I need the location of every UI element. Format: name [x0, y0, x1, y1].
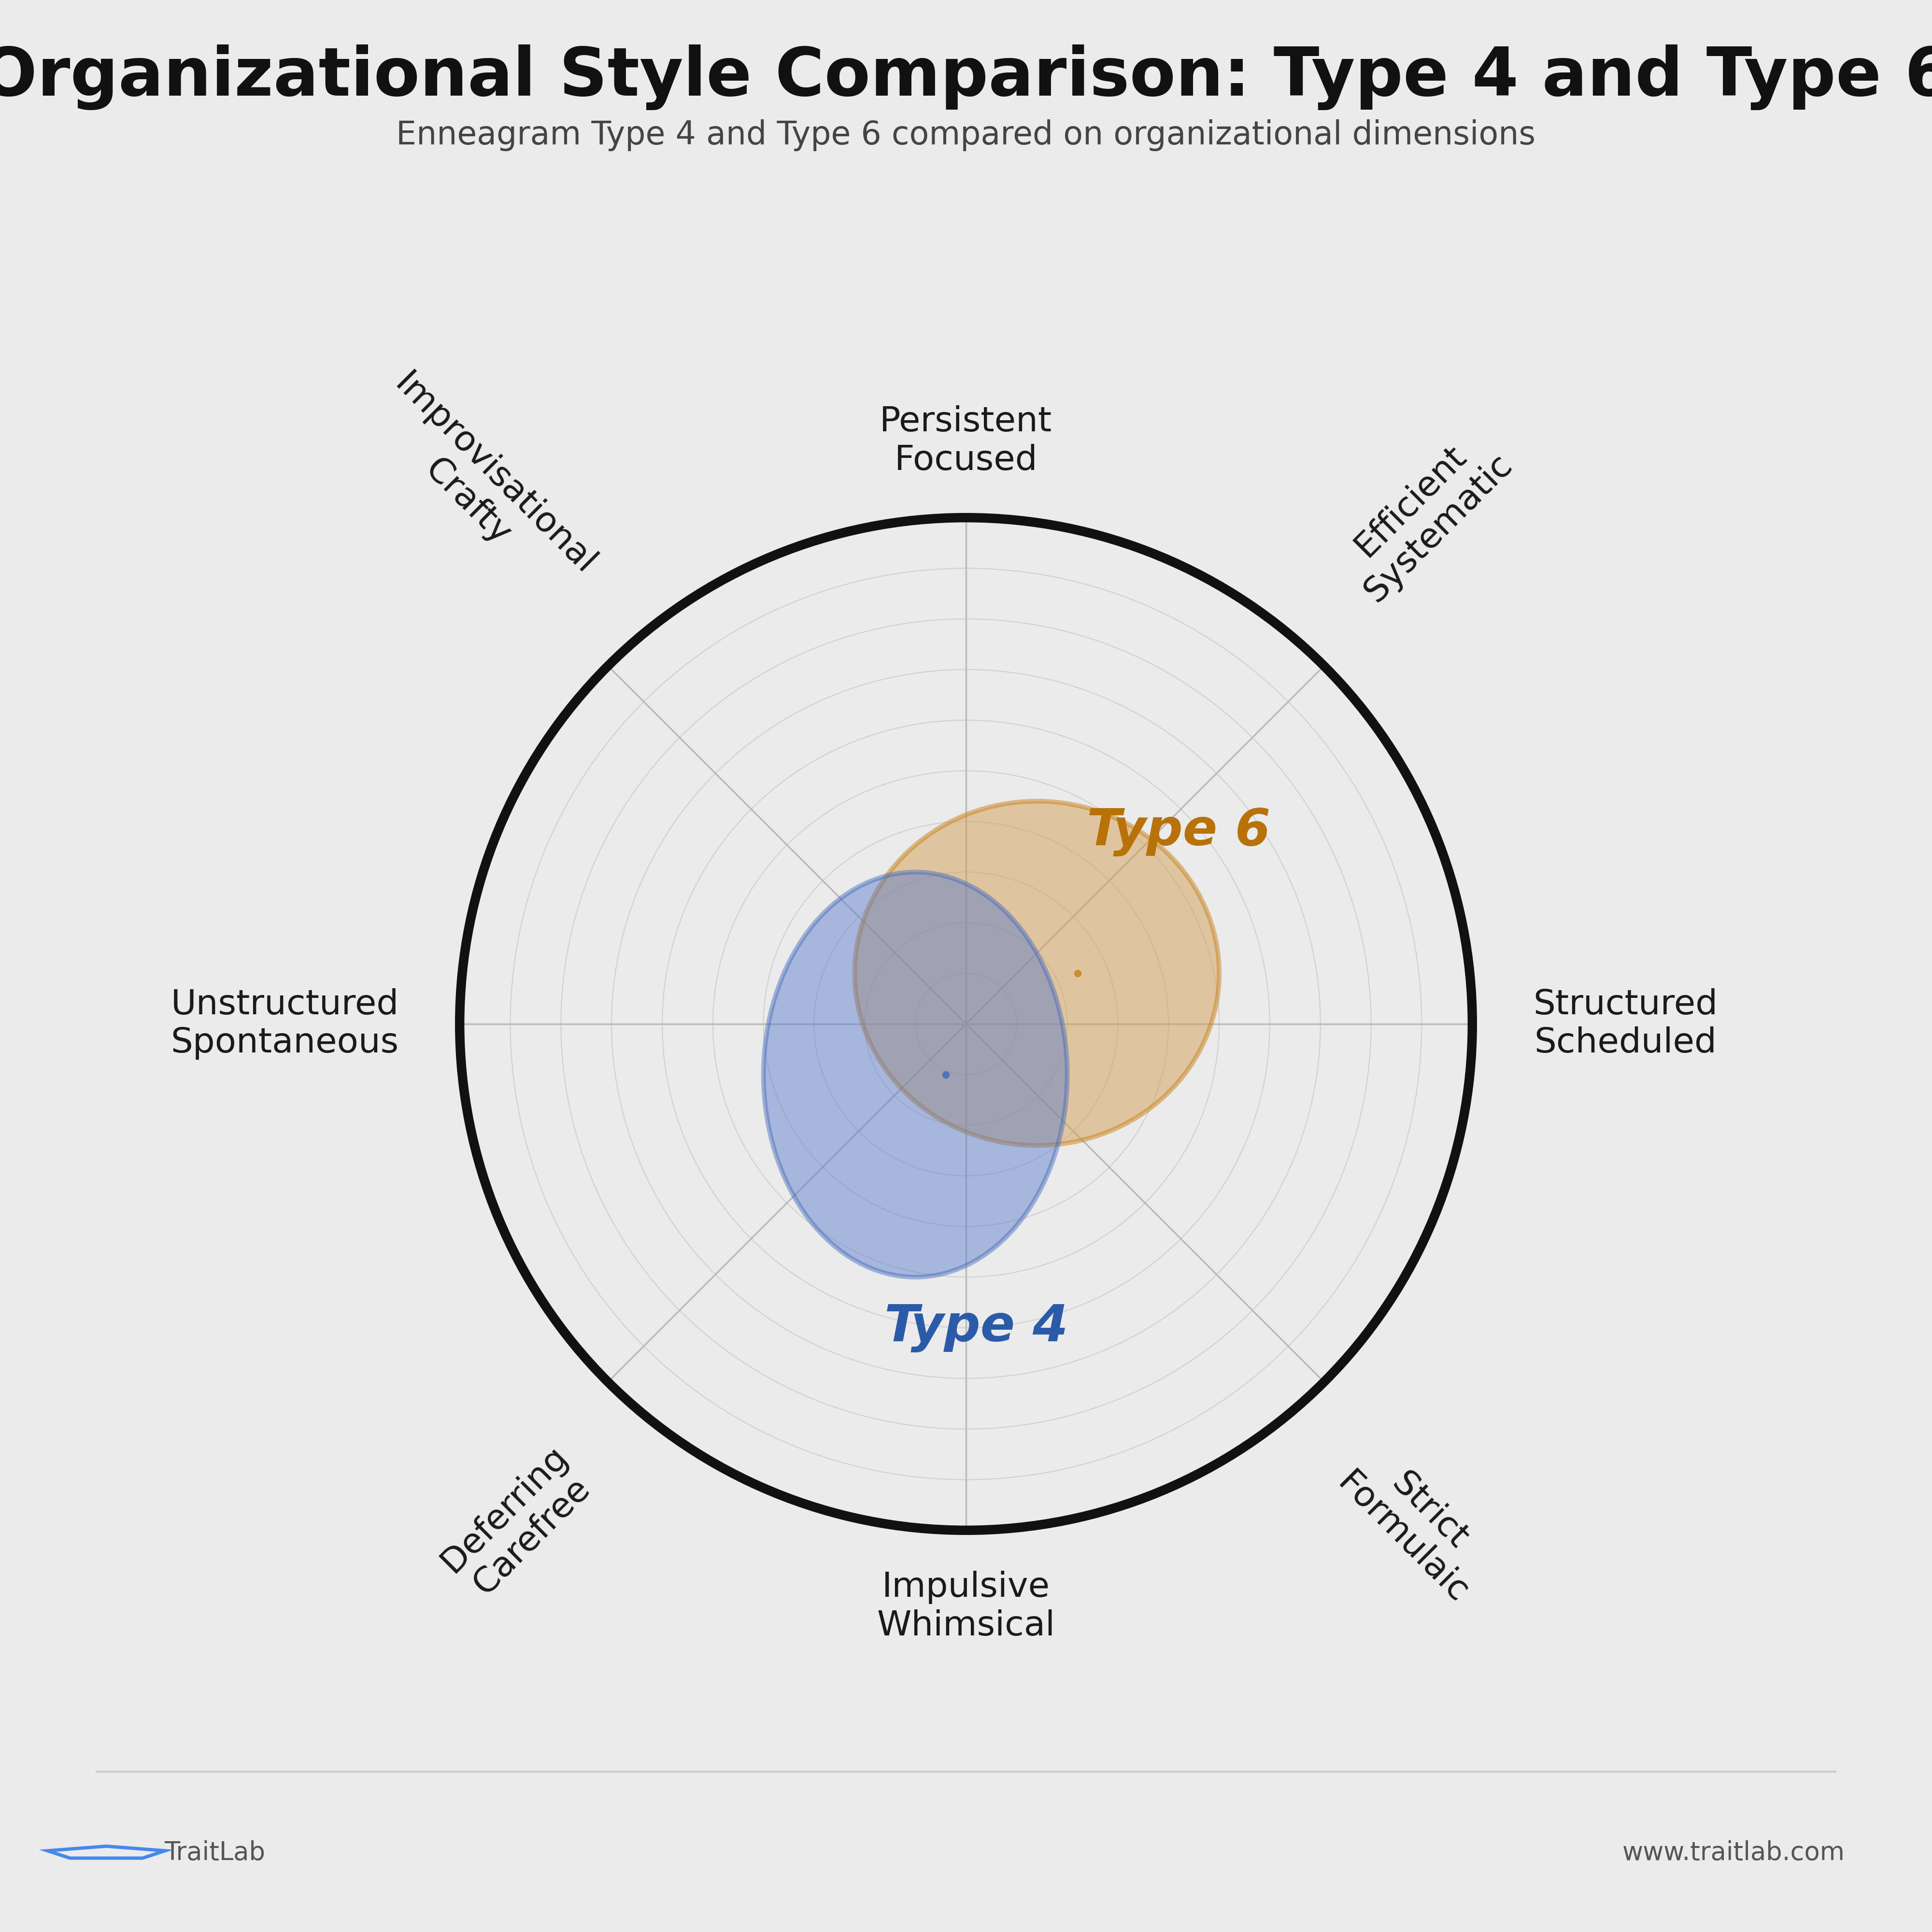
Text: Structured
Scheduled: Structured Scheduled — [1534, 987, 1718, 1061]
Text: www.traitlab.com: www.traitlab.com — [1623, 1839, 1845, 1866]
Ellipse shape — [763, 871, 1066, 1277]
Text: Improvisational
Crafty: Improvisational Crafty — [361, 367, 601, 609]
Ellipse shape — [854, 802, 1219, 1146]
Text: Persistent
Focused: Persistent Focused — [879, 406, 1053, 477]
Text: TraitLab: TraitLab — [164, 1839, 265, 1866]
Text: Type 4: Type 4 — [885, 1302, 1068, 1352]
Text: Efficient
Systematic: Efficient Systematic — [1331, 421, 1519, 609]
Text: Deferring
Carefree: Deferring Carefree — [435, 1439, 601, 1605]
Text: Type 6: Type 6 — [1088, 808, 1271, 856]
Text: Organizational Style Comparison: Type 4 and Type 6: Organizational Style Comparison: Type 4 … — [0, 44, 1932, 110]
Text: Enneagram Type 4 and Type 6 compared on organizational dimensions: Enneagram Type 4 and Type 6 compared on … — [396, 120, 1536, 151]
Text: Unstructured
Spontaneous: Unstructured Spontaneous — [170, 987, 398, 1061]
Text: Strict
Formulaic: Strict Formulaic — [1331, 1439, 1501, 1609]
Text: Impulsive
Whimsical: Impulsive Whimsical — [877, 1571, 1055, 1642]
